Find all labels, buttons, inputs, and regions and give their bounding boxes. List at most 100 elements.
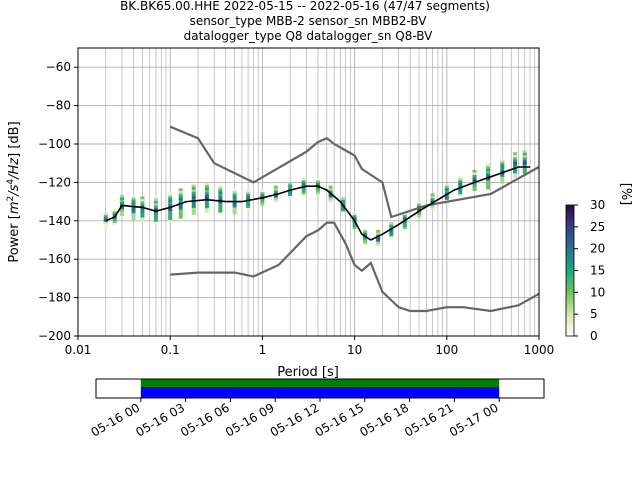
histogram-cell [273,190,278,193]
histogram-cell [500,178,505,182]
histogram-cell [301,189,306,193]
histogram-cell [341,208,346,212]
histogram-cell [131,206,136,209]
histogram-cell [140,217,145,220]
histogram-cell [260,198,265,202]
histogram-cell [389,222,394,225]
histogram-cell [246,205,251,208]
histogram-cell [140,210,145,213]
histogram-cell [112,217,117,221]
histogram-cell [486,186,491,190]
histogram-cell [389,231,394,235]
histogram-cell [178,199,183,203]
histogram-cell [218,193,223,197]
histogram-cell [232,193,237,196]
histogram-cell [178,206,183,210]
histogram-cell [168,194,173,198]
histogram-cell [522,168,527,172]
histogram-cell [513,159,518,162]
histogram-cell [486,177,491,181]
histogram-cell [402,212,407,216]
histogram-cell [444,197,449,200]
histogram-cell [119,211,124,214]
histogram-cell [131,199,136,202]
histogram-cell [389,233,394,237]
y-tick-label: −80 [46,99,71,113]
histogram-cell [204,182,209,186]
psd-series-line-1 [169,125,539,219]
y-tick-label: −60 [46,60,71,74]
histogram-cell [232,209,237,213]
histogram-cell [389,236,394,239]
y-axis-label-prefix: Power [ [7,214,22,263]
histogram-cell [288,193,293,196]
histogram-cell [218,202,223,206]
histogram-cell [103,219,108,223]
histogram-cell [140,201,145,204]
histogram-cell [376,241,381,244]
histogram-cell [260,191,265,195]
histogram-cell [500,160,505,163]
histogram-cell [389,224,394,228]
colorbar-label: [%] [618,183,633,206]
y-tick-label: −180 [38,291,71,305]
coverage-bar-top [140,379,500,387]
histogram-cell [103,221,108,225]
histogram-cell [153,212,158,215]
histogram-cell [119,206,124,210]
histogram-cell [140,198,145,202]
time-tick-label: 05-16 06 [178,400,232,439]
histogram-cell [513,168,518,172]
time-tick-label: 05-16 21 [402,400,456,439]
histogram-cell [486,166,491,169]
x-tick-label: 0.01 [65,343,92,357]
histogram-cell [204,187,209,190]
psd-histogram [103,150,527,247]
histogram-cell [112,213,117,216]
histogram-cell [486,168,491,172]
y-axis-label-unit2: /s [7,184,22,196]
histogram-cell [218,205,223,208]
histogram-cell [204,203,209,206]
histogram-cell [168,219,173,223]
histogram-cell [402,214,407,218]
histogram-cell [218,191,223,195]
histogram-cell [153,198,158,201]
plot-frame [77,47,540,337]
histogram-cell [260,203,265,206]
histogram-cell [522,164,527,167]
histogram-cell [328,194,333,198]
y-tick-label: −100 [38,137,71,151]
histogram-cell [513,156,518,160]
histogram-cell [232,195,237,199]
histogram-cell [140,214,145,218]
y-axis-label-unit3: /Hz [7,157,22,180]
histogram-cell [112,222,117,226]
histogram-cell [486,175,491,178]
histogram-cell [204,184,209,188]
psd-series-line-2 [170,221,539,313]
histogram-cell [352,214,357,218]
histogram-cell [315,180,320,183]
histogram-cell [328,185,333,189]
time-tick-label: 05-16 12 [268,400,322,439]
histogram-cell [458,178,463,181]
histogram-cell [191,189,196,192]
histogram-cell [444,201,449,205]
histogram-cell [430,193,435,196]
x-tick-label: 10 [347,343,362,357]
histogram-cell [341,201,346,205]
histogram-cell [204,196,209,200]
y-tick-label: −120 [38,175,71,189]
histogram-cell [140,207,145,211]
y-axis-ticks: −60 −80 −100 −120 −140 −160 −180 −200 [38,60,78,343]
histogram-cell [522,159,527,163]
histogram-cell [246,189,251,192]
histogram-cell [500,164,505,168]
histogram-cell [191,209,196,213]
histogram-cell [191,186,196,190]
histogram-cell [168,215,173,218]
time-tick-label: 05-16 00 [89,400,143,439]
histogram-cell [522,166,527,170]
histogram-cell [191,200,196,204]
